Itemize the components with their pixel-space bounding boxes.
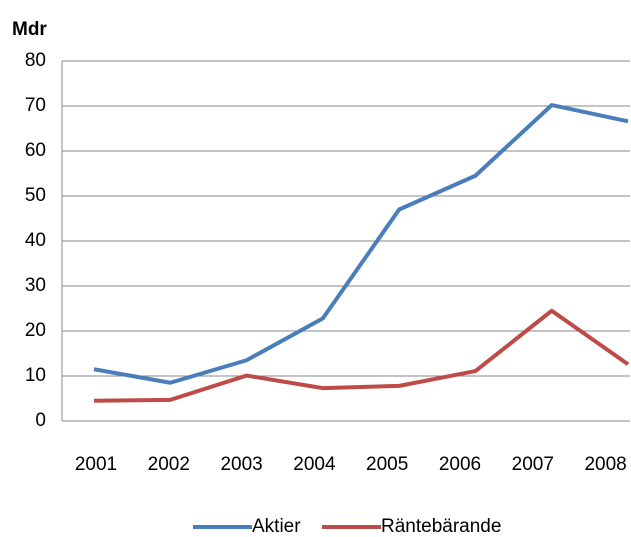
- legend-label: Aktier: [252, 516, 301, 537]
- x-tick-label: 2006: [439, 454, 481, 475]
- x-tick-label: 2007: [512, 454, 554, 475]
- y-tick-label: 40: [25, 230, 46, 251]
- series-line: [93, 308, 630, 403]
- y-axis-label: Mdr: [12, 19, 47, 40]
- x-tick-label: 2003: [220, 454, 262, 475]
- y-tick-label: 60: [25, 140, 46, 161]
- y-tick-label: 20: [25, 320, 46, 341]
- y-tick-label: 10: [25, 365, 46, 386]
- legend-label: Räntebärande: [381, 516, 501, 537]
- x-tick-label: 2005: [366, 454, 408, 475]
- x-tick-label: 2001: [75, 454, 117, 475]
- y-tick-label: 80: [25, 50, 46, 71]
- y-tick-label: 70: [25, 95, 46, 116]
- series-line: [93, 103, 629, 385]
- y-tick-label: 50: [25, 185, 46, 206]
- y-tick-label: 0: [35, 410, 46, 431]
- x-tick-label: 2008: [584, 454, 626, 475]
- y-tick-label: 30: [25, 275, 46, 296]
- x-tick-label: 2002: [148, 454, 190, 475]
- x-tick-label: 2004: [293, 454, 336, 475]
